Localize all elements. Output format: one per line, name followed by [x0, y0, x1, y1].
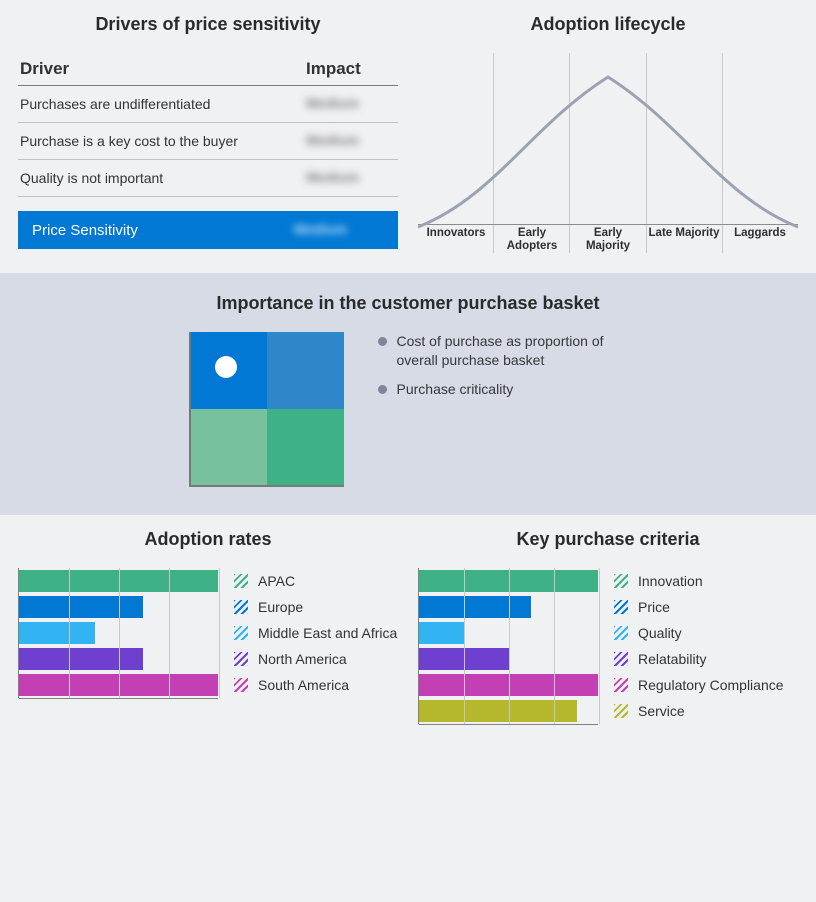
bar-legend-label: Europe: [258, 599, 303, 615]
bar-legend-label: North America: [258, 651, 347, 667]
swatch-icon: [614, 704, 628, 718]
lifecycle-stage-label: Innovators: [418, 227, 494, 253]
drivers-table-head: Driver Impact: [18, 53, 398, 86]
swatch-icon: [234, 626, 248, 640]
lifecycle-panel: Adoption lifecycle InnovatorsEarly Adopt…: [418, 14, 798, 253]
summary-value: Medium: [294, 221, 347, 237]
bar: [419, 596, 531, 618]
adoption-rates-title: Adoption rates: [18, 529, 398, 550]
lifecycle-stage-label: Laggards: [722, 227, 798, 253]
criteria-title: Key purchase criteria: [418, 529, 798, 550]
lifecycle-title: Adoption lifecycle: [418, 14, 798, 35]
bar-legend-label: Regulatory Compliance: [638, 677, 784, 693]
col-driver: Driver: [20, 59, 306, 79]
swatch-icon: [234, 574, 248, 588]
bar-legend-item: Quality: [614, 620, 798, 646]
basket-title: Importance in the customer purchase bask…: [18, 293, 798, 314]
swatch-icon: [614, 652, 628, 666]
adoption-rates-legend: APAC Europe Middle East and Africa North Am…: [234, 568, 398, 698]
bar-legend-label: APAC: [258, 573, 295, 589]
swatch-icon: [614, 678, 628, 692]
bar-legend-label: South America: [258, 677, 349, 693]
driver-row: Quality is not importantMedium: [18, 160, 398, 197]
drivers-panel: Drivers of price sensitivity Driver Impa…: [18, 14, 398, 253]
bar-legend-item: North America: [234, 646, 398, 672]
swatch-icon: [234, 678, 248, 692]
bar-legend-label: Relatability: [638, 651, 706, 667]
drivers-summary-row: Price Sensitivity Medium: [18, 211, 398, 249]
quadrant-br: [267, 409, 344, 486]
bar-legend-item: Middle East and Africa: [234, 620, 398, 646]
driver-impact: Medium: [306, 132, 359, 148]
bar-legend-item: Service: [614, 698, 798, 724]
swatch-icon: [234, 652, 248, 666]
adoption-rates-chart: [18, 568, 218, 698]
bar: [419, 622, 464, 644]
lifecycle-stage-label: Early Adopters: [494, 227, 570, 253]
basket-panel: Importance in the customer purchase bask…: [0, 273, 816, 515]
bar-legend-item: Europe: [234, 594, 398, 620]
bar-legend-item: APAC: [234, 568, 398, 594]
basket-quadrant-chart: [189, 332, 344, 487]
col-impact: Impact: [306, 59, 396, 79]
bar-legend-item: Price: [614, 594, 798, 620]
driver-label: Quality is not important: [20, 170, 306, 186]
lifecycle-curve: [418, 53, 798, 233]
driver-label: Purchases are undifferentiated: [20, 96, 306, 112]
lifecycle-chart: InnovatorsEarly AdoptersEarly MajorityLa…: [418, 53, 798, 253]
drivers-table: Driver Impact Purchases are undifferenti…: [18, 53, 398, 249]
swatch-icon: [234, 600, 248, 614]
driver-impact: Medium: [306, 169, 359, 185]
bar-legend-label: Price: [638, 599, 670, 615]
basket-legend-item: Cost of purchase as proportion of overal…: [378, 332, 628, 370]
adoption-rates-panel: Adoption rates APAC Europe Middle East and…: [18, 529, 398, 724]
driver-label: Purchase is a key cost to the buyer: [20, 133, 306, 149]
bar-legend-item: South America: [234, 672, 398, 698]
top-row: Drivers of price sensitivity Driver Impa…: [0, 0, 816, 273]
bar: [19, 596, 143, 618]
bar: [19, 648, 143, 670]
swatch-icon: [614, 574, 628, 588]
driver-impact: Medium: [306, 95, 359, 111]
criteria-chart: [418, 568, 598, 724]
bar-legend-item: Regulatory Compliance: [614, 672, 798, 698]
swatch-icon: [614, 626, 628, 640]
lifecycle-stage-label: Late Majority: [646, 227, 722, 253]
quadrant-bl: [191, 409, 268, 486]
bar-legend-item: Innovation: [614, 568, 798, 594]
quadrant-tr: [267, 332, 344, 409]
criteria-legend: Innovation Price Quality Relatability Regula…: [614, 568, 798, 724]
swatch-icon: [614, 600, 628, 614]
bar-legend-label: Service: [638, 703, 685, 719]
driver-row: Purchase is a key cost to the buyerMediu…: [18, 123, 398, 160]
bar-legend-label: Innovation: [638, 573, 703, 589]
lifecycle-stage-label: Early Majority: [570, 227, 646, 253]
bullet-icon: [378, 337, 387, 346]
bullet-icon: [378, 385, 387, 394]
summary-label: Price Sensitivity: [32, 222, 294, 239]
drivers-title: Drivers of price sensitivity: [18, 14, 398, 35]
bar-legend-item: Relatability: [614, 646, 798, 672]
criteria-panel: Key purchase criteria Innovation Price Qua…: [418, 529, 798, 724]
bar: [19, 622, 95, 644]
bar-legend-label: Middle East and Africa: [258, 625, 397, 641]
basket-legend-item: Purchase criticality: [378, 380, 628, 399]
driver-row: Purchases are undifferentiatedMedium: [18, 86, 398, 123]
bottom-row: Adoption rates APAC Europe Middle East and…: [0, 515, 816, 744]
basket-legend: Cost of purchase as proportion of overal…: [378, 332, 628, 409]
bar-legend-label: Quality: [638, 625, 682, 641]
